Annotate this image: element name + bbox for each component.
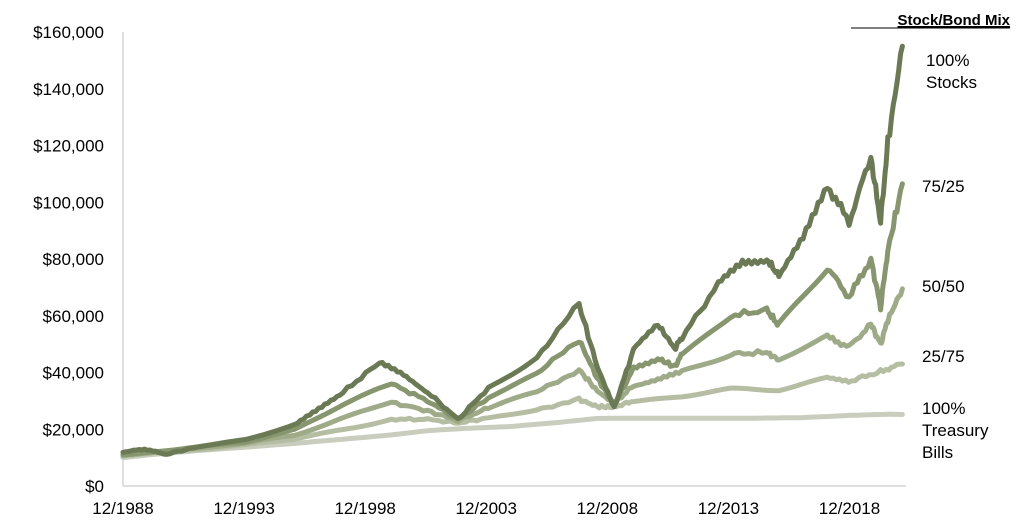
series-label: 25/75 (922, 347, 965, 366)
series-label-line: 75/25 (922, 177, 965, 196)
x-tick-label: 12/1993 (213, 499, 274, 518)
series-layer (120, 43, 905, 461)
series-label-line: 100% (922, 399, 965, 418)
y-tick-label: $60,000 (43, 307, 104, 326)
series-line (120, 361, 905, 459)
x-axis: 12/1988 12/1993 12/1998 12/2003 12/2008 12/20… (92, 485, 906, 518)
y-tick-label: $20,000 (43, 420, 104, 439)
y-tick-label: $100,000 (33, 193, 104, 212)
x-tick-label: 12/2003 (456, 499, 517, 518)
y-axis: $0 $20,000 $40,000 $60,000 $80,000 $100,000 $1… (33, 23, 124, 496)
series-label: 100% Treasury Bills (922, 399, 989, 462)
y-tick-label: $0 (85, 477, 104, 496)
series-label-line: Bills (922, 443, 953, 462)
x-tick-label: 12/2013 (698, 499, 759, 518)
series-label: 100% Stocks (926, 51, 977, 92)
series-label-line: 50/50 (922, 277, 965, 296)
y-tick-label: $80,000 (43, 250, 104, 269)
y-tick-label: $160,000 (33, 23, 104, 42)
series-label-line: 100% (926, 51, 969, 70)
series-label-line: Treasury (922, 421, 989, 440)
series-label: 50/50 (922, 277, 965, 296)
x-tick-label: 12/1988 (92, 499, 153, 518)
y-tick-label: $120,000 (33, 137, 104, 156)
legend-title: Stock/Bond Mix (897, 12, 1010, 29)
series-line (120, 411, 905, 461)
series-label-layer: 100% Treasury Bills 25/75 50/50 75/25 100% Stoc… (922, 51, 989, 462)
x-tick-label: 12/1998 (334, 499, 395, 518)
y-tick-label: $40,000 (43, 364, 104, 383)
series-label-line: Stocks (926, 73, 977, 92)
x-tick-label: 12/2018 (819, 499, 880, 518)
series-label-line: 25/75 (922, 347, 965, 366)
series-label: 75/25 (922, 177, 965, 196)
series-line (120, 43, 905, 457)
y-tick-label: $140,000 (33, 80, 104, 99)
x-tick-label: 12/2008 (577, 499, 638, 518)
